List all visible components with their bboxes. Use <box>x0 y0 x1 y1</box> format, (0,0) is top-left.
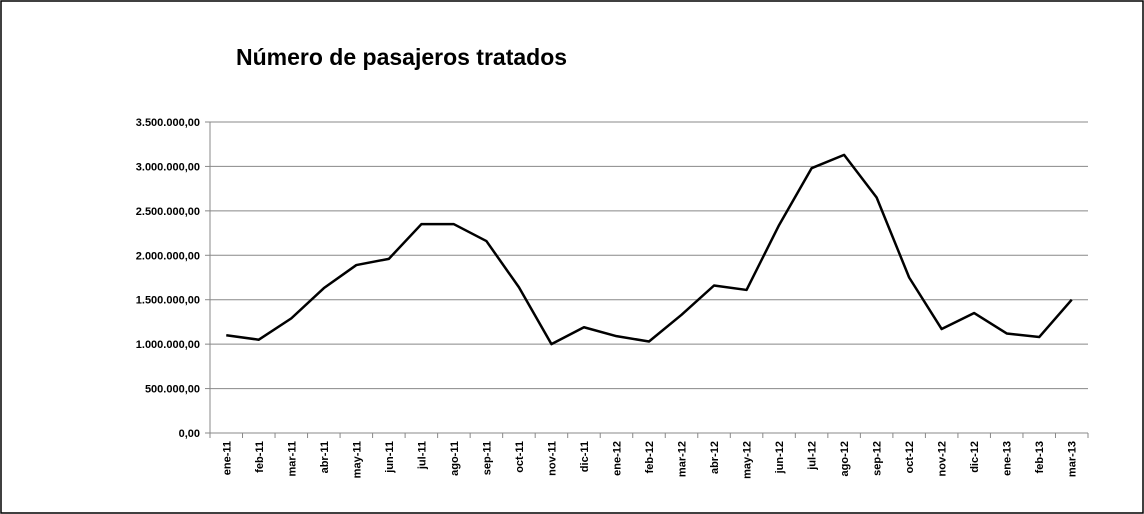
x-tick-label: mar-12 <box>677 441 689 477</box>
x-tick-label: jul-12 <box>807 441 819 471</box>
x-tick-label: ene-12 <box>611 441 623 476</box>
x-tick-label: oct-12 <box>904 441 916 473</box>
x-tick-label: may-12 <box>742 441 754 479</box>
y-tick-label: 1.000.000,00 <box>136 339 200 351</box>
x-tick-label: abr-12 <box>709 441 721 474</box>
chart-title: Número de pasajeros tratados <box>236 44 567 70</box>
y-tick-label: 0,00 <box>179 428 200 440</box>
x-tick-label: feb-13 <box>1034 441 1046 473</box>
x-tick-label: jun-12 <box>774 441 786 474</box>
x-tick-label: nov-11 <box>546 441 558 476</box>
x-tick-label: feb-12 <box>644 441 656 473</box>
x-tick-label: sep-11 <box>481 441 493 475</box>
x-tick-label: sep-12 <box>872 441 884 476</box>
x-tick-label: dic-12 <box>969 441 981 473</box>
x-tick-label: dic-11 <box>579 441 591 472</box>
x-tick-label: abr-11 <box>319 441 331 473</box>
y-tick-label: 2.500.000,00 <box>136 206 200 218</box>
x-tick-label: jul-11 <box>416 441 428 470</box>
line-series <box>226 153 1073 346</box>
x-tick-label: ago-12 <box>839 441 851 476</box>
x-tick-label: ene-11 <box>221 441 233 475</box>
y-tick-label: 500.000,00 <box>145 384 200 396</box>
x-tick-label: feb-11 <box>254 441 266 473</box>
x-tick-label: jun-11 <box>384 441 396 474</box>
x-tick-label: ago-11 <box>449 441 461 476</box>
x-tick-label: mar-11 <box>286 441 298 476</box>
x-tick-label: oct-11 <box>514 441 526 473</box>
x-tick-label: mar-13 <box>1067 441 1079 477</box>
x-tick-label: may-11 <box>351 441 363 478</box>
x-tick-label: ene-13 <box>1002 441 1014 476</box>
y-tick-label: 3.500.000,00 <box>136 117 200 129</box>
x-tick-label: nov-12 <box>937 441 949 476</box>
y-tick-label: 1.500.000,00 <box>136 295 200 307</box>
y-tick-label: 3.000.000,00 <box>136 161 200 173</box>
y-tick-label: 2.000.000,00 <box>136 250 200 262</box>
